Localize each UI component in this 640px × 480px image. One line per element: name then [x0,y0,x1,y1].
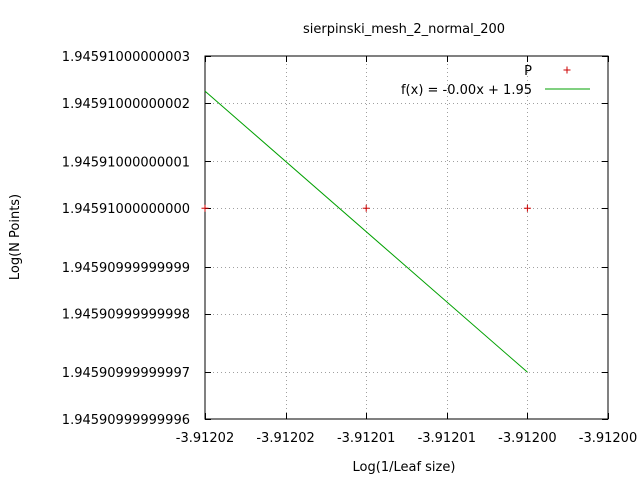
grid [205,56,608,419]
x-tick-label: -3.91200 [579,431,637,446]
plot-frame [204,55,609,420]
data-point [362,204,370,212]
y-tick-label: 1.94591000000000 [62,202,190,217]
y-tick-label: 1.94590999999996 [62,413,190,428]
y-tick-label: 1.94591000000001 [62,155,190,170]
y-axis-label: Log(N Points) [8,194,23,280]
x-tick-label: -3.91201 [418,431,476,446]
data-point [201,204,209,212]
x-tick-label: -3.91202 [176,431,234,446]
x-axis-label: Log(1/Leaf size) [353,460,456,475]
chart-title: sierpinski_mesh_2_normal_200 [303,22,505,37]
y-tick-label: 1.94591000000002 [62,97,190,112]
y-tick-label: 1.94590999999998 [62,308,190,323]
x-tick-label: -3.91200 [498,431,556,446]
x-tick-label: -3.91202 [256,431,314,446]
axis-ticks: -3.91202 -3.91202 -3.91201 -3.91201 -3.91200… [62,50,637,446]
legend-marker [563,66,571,74]
y-tick-label: 1.94590999999997 [62,366,190,381]
legend: Pf(x) = -0.00x + 1.95 [401,64,590,98]
data-point [523,204,531,212]
legend-label: f(x) = -0.00x + 1.95 [401,83,532,98]
legend-label: P [524,64,532,79]
y-tick-label: 1.94590999999999 [62,261,190,276]
y-tick-label: 1.94591000000003 [62,50,190,65]
fit-line [204,90,528,373]
x-tick-label: -3.91201 [337,431,395,446]
series-layer [201,90,531,373]
